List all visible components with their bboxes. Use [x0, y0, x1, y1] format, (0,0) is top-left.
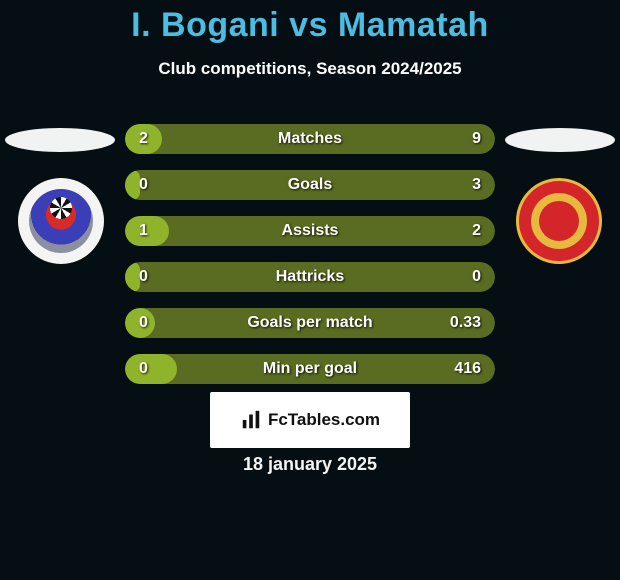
brand-text: FcTables.com	[268, 410, 380, 430]
stat-label: Goals per match	[125, 308, 495, 338]
stat-label: Min per goal	[125, 354, 495, 384]
stat-bar: 00.33Goals per match	[125, 308, 495, 338]
stat-bars: 29Matches 03Goals 12Assists 00Hattricks 00.3…	[125, 124, 495, 400]
team-crest-right	[516, 178, 602, 264]
page-title: I. Bogani vs Mamatah	[0, 0, 620, 45]
stat-bar: 00Hattricks	[125, 262, 495, 292]
stat-label: Assists	[125, 216, 495, 246]
stat-label: Matches	[125, 124, 495, 154]
stat-bar: 03Goals	[125, 170, 495, 200]
player-right-slot	[505, 128, 615, 152]
chart-icon	[240, 409, 262, 431]
stat-bar: 12Assists	[125, 216, 495, 246]
stat-label: Hattricks	[125, 262, 495, 292]
brand-pill: FcTables.com	[210, 392, 410, 448]
date-text: 18 january 2025	[0, 454, 620, 475]
team-crest-left	[18, 178, 104, 264]
stat-bar: 29Matches	[125, 124, 495, 154]
player-left-slot	[5, 128, 115, 152]
subtitle: Club competitions, Season 2024/2025	[0, 59, 620, 79]
stat-bar: 0416Min per goal	[125, 354, 495, 384]
stat-label: Goals	[125, 170, 495, 200]
